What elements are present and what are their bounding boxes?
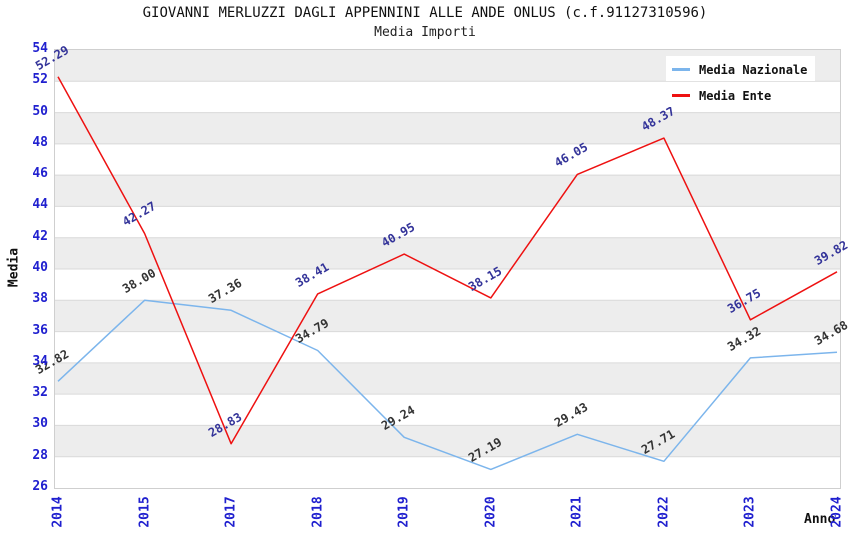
legend-label: Media Nazionale [699,63,808,77]
x-tick-label: 2018 [310,496,326,528]
x-axis-title: Anno [804,512,836,527]
y-tick-label: 38 [32,291,48,307]
x-tick-label: 2020 [483,496,499,528]
y-tick-label: 52 [32,72,48,88]
y-tick-label: 32 [32,385,48,401]
x-tick-label: 2015 [137,496,153,528]
y-tick-label: 54 [32,41,48,56]
legend-item-media-ente: Media Ente [666,82,780,107]
x-tick-label: 2014 [50,496,66,528]
y-tick-label: 30 [32,416,48,432]
series-lines [55,76,840,471]
legend-swatch-icon [672,68,690,71]
x-tick-label: 2021 [569,496,585,528]
x-tick-label: 2019 [396,496,412,528]
x-tick-label: 2024 [829,496,845,528]
x-tick-label: 2023 [742,496,758,528]
y-tick-label: 46 [32,166,48,182]
y-tick-label: 44 [32,197,48,213]
chart-title: GIOVANNI MERLUZZI DAGLI APPENNINI ALLE A… [142,5,708,21]
legend-label: Media Ente [699,89,772,103]
chart-subtitle: Media Importi [374,25,476,40]
y-tick-label: 26 [32,479,48,494]
y-tick-label: 50 [32,103,48,119]
series-line-media-nazionale [57,299,838,471]
y-tick-label: 40 [32,260,48,275]
legend-swatch-icon [672,94,690,97]
x-tick-label: 2017 [223,496,239,528]
y-tick-label: 36 [32,322,48,338]
legend: Media Nazionale Media Ente [666,56,816,108]
y-tick-label: 48 [32,134,48,150]
x-tick-label: 2022 [656,496,672,528]
y-tick-label: 42 [32,228,48,244]
y-tick-label: 28 [32,447,48,463]
legend-item-media-nazionale: Media Nazionale [666,56,816,81]
plot-area: 32.82 38.00 37.36 34.79 29.24 27.19 29.43 27.71… [33,43,850,489]
y-tick-label: 34 [32,353,48,369]
series-line-media-ente [57,76,838,445]
